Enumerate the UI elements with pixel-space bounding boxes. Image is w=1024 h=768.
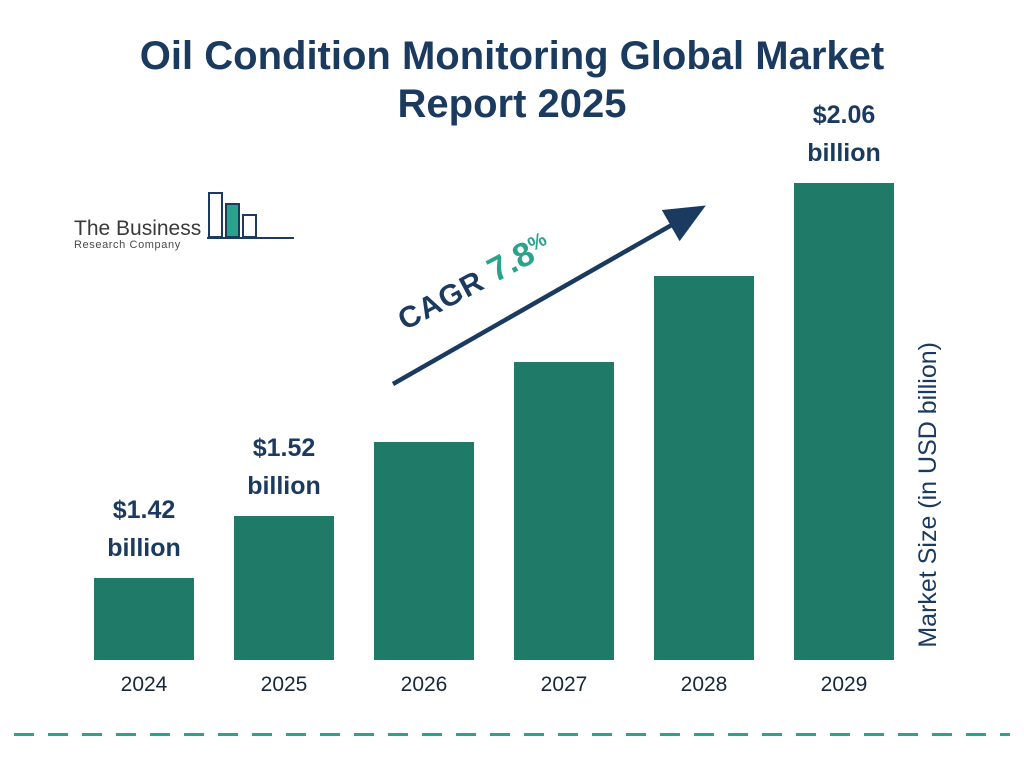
x-axis-label: 2028	[680, 673, 728, 696]
bar-value-label: $2.06 billion	[807, 100, 881, 168]
bar-group: 2028	[654, 95, 754, 696]
bar-value-label: $1.42 billion	[107, 495, 181, 563]
x-axis-label: 2025	[260, 673, 308, 696]
bar-group: 2027	[514, 95, 614, 696]
x-axis-label: 2024	[120, 673, 168, 696]
y-axis-label: Market Size (in USD billion)	[914, 342, 942, 648]
x-axis-label: 2027	[540, 673, 588, 696]
bar	[654, 276, 754, 660]
bottom-dashed-divider	[14, 733, 1010, 736]
logo-line1: The Business	[74, 217, 202, 241]
x-axis-label: 2029	[820, 673, 868, 696]
bar-group: $1.52 billion 2025	[234, 95, 334, 696]
logo-text: The Business Research Company	[74, 218, 201, 252]
page-title: Oil Condition Monitoring Global Market R…	[139, 34, 885, 126]
bar	[514, 362, 614, 660]
bar	[234, 516, 334, 660]
bar	[374, 442, 474, 660]
bar-value-label: $1.52 billion	[247, 433, 321, 501]
bar	[94, 578, 194, 660]
company-logo: The Business Research Company	[74, 190, 295, 252]
logo-bar-chart-icon	[207, 192, 295, 239]
x-axis-label: 2026	[400, 673, 448, 696]
bar-group: 2026	[374, 95, 474, 696]
bar-group: $2.06 billion 2029	[794, 95, 894, 696]
bar	[794, 183, 894, 660]
bar-chart: $1.42 billion 2024 $1.52 billion 2025 2026 20…	[88, 95, 904, 696]
bar-group: $1.42 billion 2024	[94, 95, 194, 696]
logo-line2: Research Company	[74, 239, 181, 252]
